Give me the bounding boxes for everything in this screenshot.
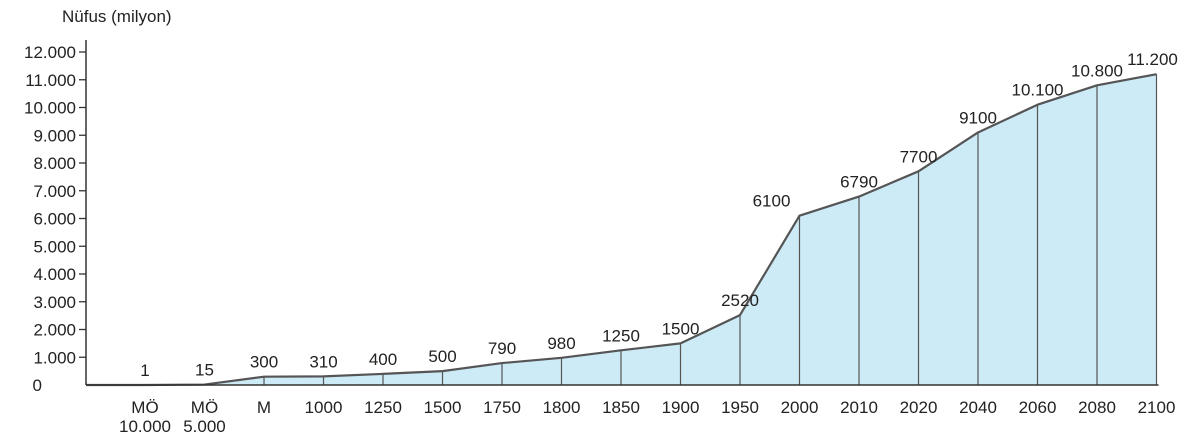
- x-tick-label: 1750: [483, 398, 521, 417]
- data-label: 980: [547, 334, 575, 353]
- y-tick-label: 3.000: [33, 293, 76, 312]
- data-label: 400: [369, 350, 397, 369]
- data-label: 9100: [959, 108, 997, 127]
- x-tick-label: 1850: [602, 398, 640, 417]
- y-tick-label: 10.000: [24, 99, 76, 118]
- data-label: 1: [140, 361, 149, 380]
- x-tick-label: 2040: [959, 398, 997, 417]
- label-layer: Nüfus (milyon) 0 1.000 2.000 3.000 4.000 5.000…: [24, 7, 1178, 436]
- x-tick-label: MÖ: [131, 398, 158, 417]
- y-tick-label: 9.000: [33, 126, 76, 145]
- data-label: 1250: [602, 326, 640, 345]
- y-tick-label: 6.000: [33, 210, 76, 229]
- x-tick-label: 2100: [1138, 398, 1176, 417]
- area-layer: [85, 73, 1158, 387]
- x-tick-label: 10.000: [119, 417, 171, 436]
- x-tick-label: 1000: [305, 398, 343, 417]
- data-label: 15: [195, 361, 214, 380]
- x-tick-label: 1250: [364, 398, 402, 417]
- y-tick-label: 7.000: [33, 182, 76, 201]
- y-tick-label: 8.000: [33, 154, 76, 173]
- x-tick-label: 1500: [424, 398, 462, 417]
- data-label: 10.100: [1012, 81, 1064, 100]
- x-tick-label: 2080: [1078, 398, 1116, 417]
- data-label: 790: [488, 339, 516, 358]
- data-label: 1500: [662, 319, 700, 338]
- x-tick-label: 5.000: [183, 417, 226, 436]
- population-area: [86, 74, 1157, 385]
- x-tick-label: M: [257, 398, 271, 417]
- y-tick-label: 2.000: [33, 321, 76, 340]
- data-label: 7700: [900, 147, 938, 166]
- y-axis-title: Nüfus (milyon): [62, 7, 172, 26]
- x-tick-label: 1950: [721, 398, 759, 417]
- y-tick-label: 1.000: [33, 348, 76, 367]
- y-tick-label: 11.000: [25, 71, 76, 90]
- data-label: 300: [250, 353, 278, 372]
- x-tick-label: 2010: [840, 398, 878, 417]
- population-line: [85, 73, 1157, 387]
- x-tick-label: 1800: [543, 398, 581, 417]
- data-label: 6100: [753, 192, 791, 211]
- x-tick-label: MÖ: [191, 398, 218, 417]
- y-tick-label: 12.000: [24, 43, 76, 62]
- data-label: 310: [309, 352, 337, 371]
- data-label: 10.800: [1071, 61, 1123, 80]
- x-tick-label: 1900: [662, 398, 700, 417]
- axis-layer: [79, 40, 1159, 386]
- data-label: 11.200: [1127, 50, 1178, 69]
- x-tick-label: 2020: [900, 398, 938, 417]
- x-tick-label: 2000: [781, 398, 819, 417]
- y-tick-label: 5.000: [33, 237, 76, 256]
- x-tick-label: 2060: [1019, 398, 1057, 417]
- y-tick-label: 0: [33, 376, 42, 395]
- data-label: 500: [428, 347, 456, 366]
- data-label: 6790: [840, 173, 878, 192]
- y-tick-label: 4.000: [33, 265, 76, 284]
- data-label: 2520: [721, 291, 759, 310]
